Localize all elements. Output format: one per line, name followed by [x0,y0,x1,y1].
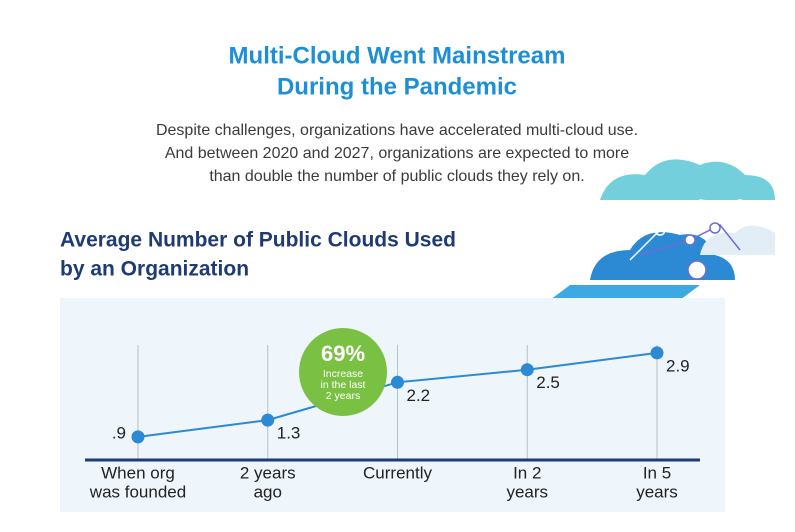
value-label: 2.5 [536,373,560,392]
chart-title: Average Number of Public Clouds Used [60,229,456,252]
plot-panel [60,298,725,512]
annotation-text: 2 years [326,390,360,402]
chart-title: by an Organization [60,258,249,281]
value-label: .9 [112,423,126,442]
title: During the Pandemic [277,73,517,100]
x-tick-label: years [506,482,548,501]
value-label: 2.9 [666,356,690,375]
x-tick-label: Currently [363,463,432,482]
value-label: 1.3 [277,424,301,443]
annotation-value: 69% [321,341,365,366]
title: Multi-Cloud Went Mainstream [229,42,566,69]
data-point [391,375,404,389]
data-point [520,363,534,377]
x-tick-label: In 2 [513,463,541,482]
x-tick-label: years [636,482,678,501]
subtitle: And between 2020 and 2027, organizations… [165,145,629,162]
x-tick-label: ago [254,482,282,501]
subtitle: Despite challenges, organizations have a… [156,122,638,139]
annotation-text: Increase [323,368,363,380]
x-tick-label: When org [101,463,175,482]
x-tick-label: was founded [89,482,186,501]
value-label: 2.2 [407,386,431,405]
x-tick-label: 2 years [240,463,296,482]
x-tick-label: In 5 [643,463,671,482]
data-point [650,346,664,360]
cloud-decoration [550,159,775,300]
data-point [261,413,275,427]
data-point [131,430,145,444]
annotation-badge [299,328,387,416]
annotation-text: in the last [321,379,366,391]
subtitle: than double the number of public clouds … [209,168,584,185]
